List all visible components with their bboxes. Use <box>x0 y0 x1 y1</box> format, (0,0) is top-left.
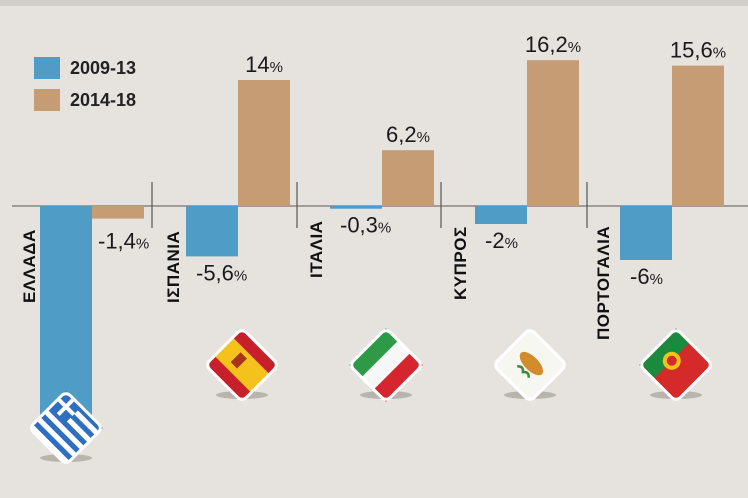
data-label-2009-13: -2% <box>485 228 518 253</box>
legend-swatch-blue <box>34 57 60 79</box>
data-label-2014-18: 15,6% <box>670 38 726 63</box>
legend-label: 2009-13 <box>70 57 137 78</box>
country-label-italy: ΙΤΑΛΙΑ <box>307 220 326 278</box>
bar-2014-18 <box>92 206 144 219</box>
country-label-portugal: ΠΟΡΤΟΓΑΛΙΑ <box>594 225 613 340</box>
spain-flag-icon <box>206 329 278 401</box>
legend-label: 2014-18 <box>70 89 137 110</box>
bar-2014-18 <box>382 150 434 206</box>
data-label-2014-18: 16,2% <box>525 32 581 57</box>
bar-2009-13 <box>475 206 527 224</box>
country-label-spain: ΙΣΠΑΝΙΑ <box>164 230 183 303</box>
greece-flag-icon <box>30 391 103 464</box>
bar-2014-18 <box>672 65 724 206</box>
data-label-2014-18: -1,4% <box>98 229 149 254</box>
data-label-2009-13: -5,6% <box>196 260 247 285</box>
top-border <box>0 0 748 6</box>
legend-item-2009-13: 2009-13 <box>34 52 136 84</box>
bar-2014-18 <box>238 80 290 206</box>
data-label-2009-13: -0,3% <box>340 213 391 238</box>
legend: 2009-13 2014-18 <box>34 52 136 116</box>
legend-item-2014-18: 2014-18 <box>34 84 136 116</box>
data-label-2014-18: 6,2% <box>386 122 430 147</box>
legend-swatch-tan <box>34 89 60 111</box>
data-label-2014-18: 14% <box>245 52 283 77</box>
bar-2014-18 <box>527 60 579 207</box>
bar-2009-13 <box>620 206 672 260</box>
bar-2009-13 <box>330 206 382 209</box>
bar-2009-13 <box>186 206 238 257</box>
data-label-2009-13: -6% <box>630 264 663 289</box>
country-label-greece: ΕΛΛΑΔΑ <box>20 229 39 303</box>
cyprus-flag-icon <box>494 329 566 401</box>
portugal-flag-icon <box>639 328 712 401</box>
italy-flag-icon <box>349 328 423 402</box>
country-label-cyprus: ΚΥΠΡΟΣ <box>451 226 470 300</box>
